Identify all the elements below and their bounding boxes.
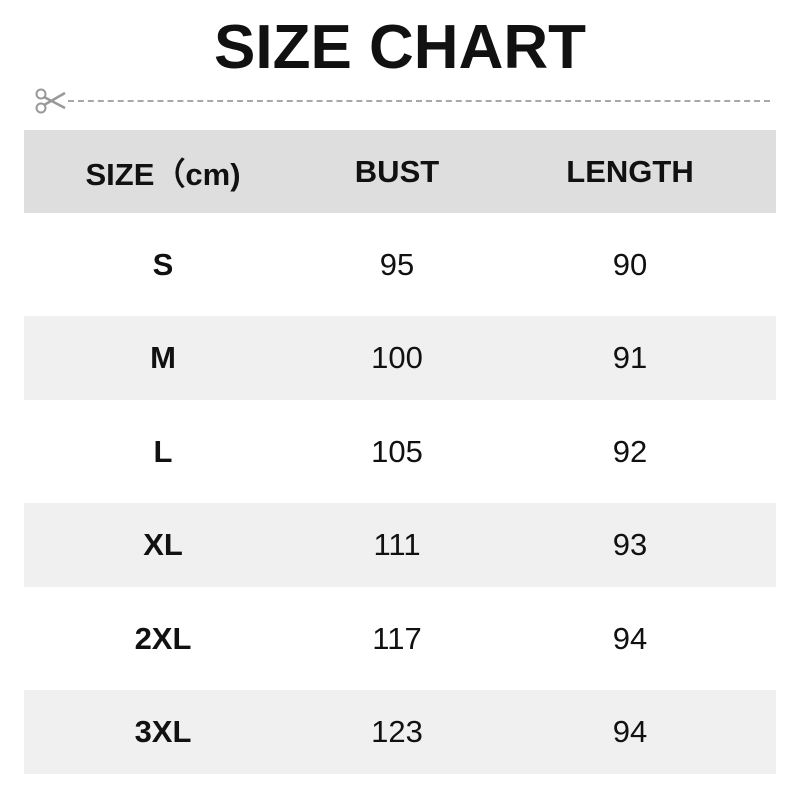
header-length: LENGTH [566, 153, 694, 189]
cut-line [34, 88, 770, 114]
cell-size: 3XL [134, 714, 192, 749]
cell-length: 92 [612, 433, 648, 469]
cell-bust: 123 [371, 714, 423, 749]
cell-bust: 100 [371, 340, 423, 375]
table-row: 2XL 117 94 [24, 587, 776, 690]
cell-size: 2XL [134, 620, 192, 656]
size-table: SIZE（cm) BUST LENGTH S 95 90 M 100 91 L 105 92 XL… [24, 130, 776, 774]
table-row: S 95 90 [24, 213, 776, 316]
dashed-divider [68, 100, 770, 102]
cell-length: 91 [612, 340, 648, 375]
scissors-icon [35, 88, 66, 114]
cell-bust: 105 [371, 433, 423, 469]
cell-length: 94 [612, 714, 648, 749]
cell-size: M [150, 340, 176, 375]
cell-length: 93 [612, 527, 648, 562]
page-title: SIZE CHART [214, 13, 586, 82]
cell-length: 94 [612, 620, 648, 656]
cell-size: XL [143, 527, 183, 562]
table-row: 3XL 123 94 [24, 690, 776, 774]
cell-bust: 117 [372, 620, 422, 656]
cell-length: 90 [612, 246, 648, 282]
table-header-row: SIZE（cm) BUST LENGTH [24, 130, 776, 213]
cell-bust: 111 [373, 527, 421, 562]
cell-size: S [152, 246, 174, 282]
table-row: M 100 91 [24, 316, 776, 400]
header-size: SIZE（cm) [85, 157, 241, 192]
header-bust: BUST [354, 153, 440, 189]
cell-bust: 95 [379, 246, 415, 282]
table-row: XL 111 93 [24, 503, 776, 587]
table-row: L 105 92 [24, 400, 776, 503]
cell-size: L [153, 433, 173, 469]
